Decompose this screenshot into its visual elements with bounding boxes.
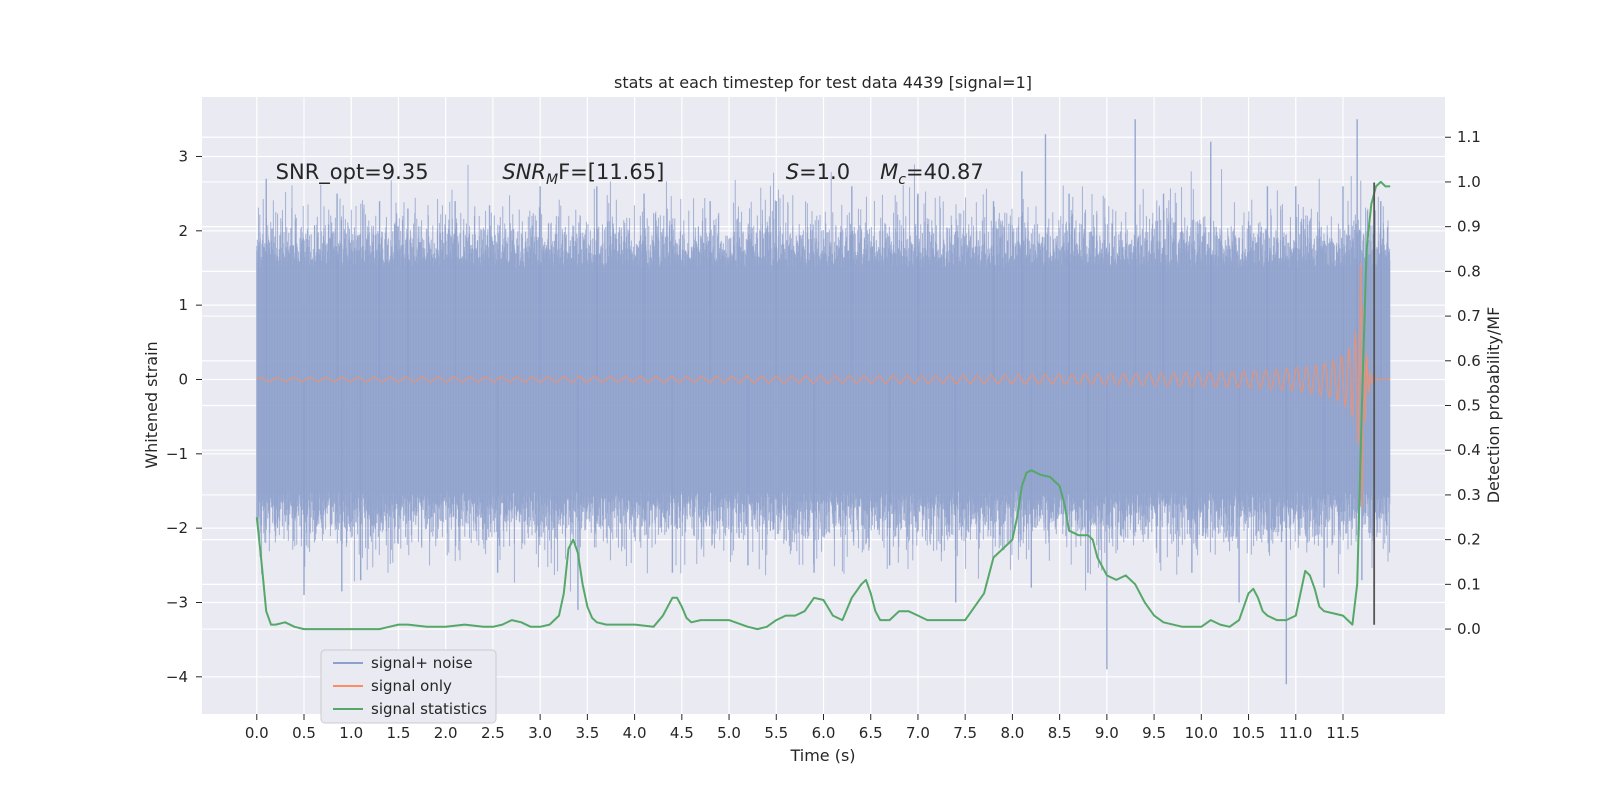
y-tick-label-0: 0 <box>178 370 188 388</box>
y-right-tick-label-0-2: 0.2 <box>1457 531 1481 549</box>
x-tick-label-0-5: 0.5 <box>292 724 316 742</box>
x-tick-label-1-0: 1.0 <box>339 724 363 742</box>
annotation-snr-opt: SNR_opt=9.35 <box>276 160 429 185</box>
legend-label-signal-only: signal only <box>371 677 452 695</box>
x-tick-label-8-5: 8.5 <box>1048 724 1072 742</box>
x-tick-label-9-0: 9.0 <box>1095 724 1119 742</box>
noise-trace-peaks <box>256 164 1391 592</box>
x-tick-label-7-0: 7.0 <box>906 724 930 742</box>
annotation-s-value: S=1.0 <box>786 160 850 184</box>
legend: signal+ noise signal only signal statist… <box>320 649 497 724</box>
y-right-tick-label-0-6: 0.6 <box>1457 352 1481 370</box>
chart-title: stats at each timestep for test data 443… <box>614 73 1032 92</box>
x-tick-label-10-0: 10.0 <box>1185 724 1218 742</box>
x-tick-label-5-0: 5.0 <box>717 724 741 742</box>
x-tick-label-5-5: 5.5 <box>764 724 788 742</box>
y-right-tick-label-1-1: 1.1 <box>1457 128 1481 146</box>
y-right-tick-label-0-0: 0.0 <box>1457 620 1481 638</box>
y-axis-right-label: Detection probability/MF <box>1484 307 1503 504</box>
x-tick-label-3-0: 3.0 <box>528 724 552 742</box>
y-right-tick-label-0-9: 0.9 <box>1457 218 1481 236</box>
y-right-tick-label-0-7: 0.7 <box>1457 307 1481 325</box>
y-tick-label-3: −3 <box>166 593 188 611</box>
y-tick-label-2: 2 <box>178 222 188 240</box>
y-tick-label-1: 1 <box>178 296 188 314</box>
x-tick-label-0-0: 0.0 <box>245 724 269 742</box>
y-tick-label-3: 3 <box>178 147 188 165</box>
legend-label-signal-statistics: signal statistics <box>371 700 487 718</box>
y-right-tick-label-0-5: 0.5 <box>1457 397 1481 415</box>
x-tick-label-2-0: 2.0 <box>434 724 458 742</box>
y-right-tick-label-0-8: 0.8 <box>1457 262 1481 280</box>
y-right-tick-label-0-3: 0.3 <box>1457 486 1481 504</box>
statistics-trace <box>255 180 1391 631</box>
y-axis-left: −4 −3 −2 −1 0 1 2 3 <box>166 147 202 686</box>
y-tick-label-1: −1 <box>166 445 188 463</box>
series-signal-only <box>256 262 1391 509</box>
x-tick-label-4-5: 4.5 <box>670 724 694 742</box>
series-signal-statistics <box>255 180 1391 631</box>
y-axis-right: 0.0 0.1 0.2 0.3 0.4 0.5 0.6 0.7 0.8 0.9 1.0 1.1 <box>1445 128 1481 638</box>
x-tick-label-11-0: 11.0 <box>1279 724 1312 742</box>
y-axis-label: Whitened strain <box>142 341 161 468</box>
annotation-snr-mf: SNRMF=[11.65] <box>502 160 664 188</box>
x-tick-label-10-5: 10.5 <box>1232 724 1265 742</box>
y-right-tick-label-0-4: 0.4 <box>1457 441 1481 459</box>
x-tick-label-8-0: 8.0 <box>1000 724 1024 742</box>
y-tick-label-4: −4 <box>166 668 188 686</box>
x-tick-label-6-5: 6.5 <box>859 724 883 742</box>
y-right-tick-label-0-1: 0.1 <box>1457 575 1481 593</box>
x-tick-label-6-0: 6.0 <box>812 724 836 742</box>
x-axis: 0.0 0.5 1.0 1.5 2.0 2.5 3.0 3.5 4.0 4.5 5.0 5.5 6.0 6… <box>245 714 1360 742</box>
x-tick-label-3-5: 3.5 <box>575 724 599 742</box>
legend-box <box>320 649 497 724</box>
series-signal-plus-noise <box>256 119 1391 685</box>
x-tick-label-4-0: 4.0 <box>623 724 647 742</box>
annotations: SNR_opt=9.35 SNRMF=[11.65] S=1.0 Mc=40.87 <box>276 160 984 188</box>
x-tick-label-1-5: 1.5 <box>387 724 411 742</box>
x-axis-label: Time (s) <box>789 746 855 765</box>
y-tick-label-2: −2 <box>166 519 188 537</box>
x-tick-label-2-5: 2.5 <box>481 724 505 742</box>
x-tick-label-11-5: 11.5 <box>1326 724 1359 742</box>
annotation-mchirp: Mc=40.87 <box>880 160 984 188</box>
signal-trace <box>256 262 1391 509</box>
x-tick-label-7-5: 7.5 <box>953 724 977 742</box>
x-tick-label-9-5: 9.5 <box>1142 724 1166 742</box>
legend-label-signal-plus-noise: signal+ noise <box>371 654 473 672</box>
y-right-tick-label-1-0: 1.0 <box>1457 173 1481 191</box>
